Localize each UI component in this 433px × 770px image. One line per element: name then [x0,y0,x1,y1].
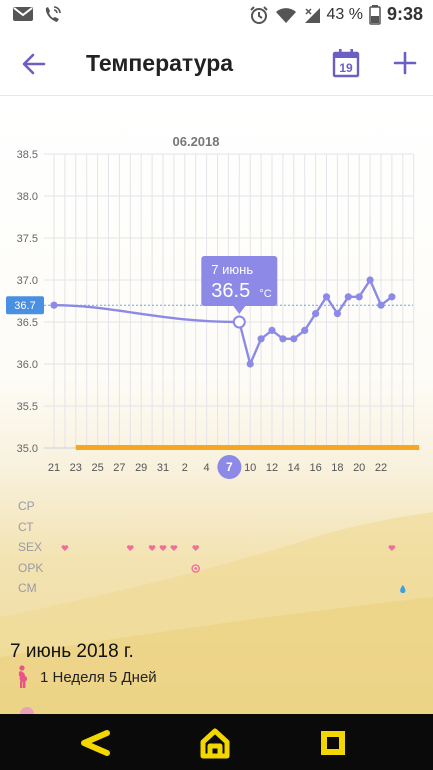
partial-row-icon [20,707,34,714]
content-area: 06.2018 35.0 35.5 36.0 36.5 37.0 37.5 38.0 38.5… [0,97,433,714]
data-point [50,301,58,309]
nav-recents-button[interactable] [316,726,350,760]
heart-icon [170,545,178,551]
x-tick-label: 21 [48,462,60,474]
battery-icon [369,4,381,25]
chart-title: 06.2018 [173,134,220,149]
y-tick-label: 36.5 [17,317,38,329]
data-point [279,335,287,343]
page-title: Температура [86,50,234,76]
x-tick-label-selected: 7 [226,460,233,474]
heart-icon [126,545,134,551]
coverline-label: 36.7 [14,300,35,312]
selected-day-marker [217,455,242,479]
gmail-icon [13,7,33,21]
y-tick-label: 35.0 [17,443,38,455]
y-tick-label: 35.5 [17,401,38,413]
data-point [312,310,320,318]
selected-date-title: 7 июнь 2018 г. [10,641,134,662]
x-tick-label: 29 [135,462,147,474]
tooltip-date: 7 июнь [211,262,253,277]
x-tick-label: 31 [157,462,169,474]
calendar-day: 19 [339,61,353,75]
data-point [257,335,265,343]
x-tick-label: 16 [309,462,321,474]
pregnancy-week-text: 1 Неделя 5 Дней [40,668,157,686]
wifi-call-icon [45,6,61,22]
x-tick-label: 22 [375,462,387,474]
heart-icon [159,545,167,551]
nav-home-button[interactable] [198,726,232,760]
opk-positive-dot [194,567,198,570]
add-button[interactable] [391,48,419,78]
opk-positive-icon [191,564,200,573]
y-tick-label: 36.0 [17,359,38,371]
signal-icon [304,7,320,23]
data-point [268,326,276,334]
x-tick-label: 10 [244,462,256,474]
tooltip-value: 36.5 [211,280,250,302]
x-tick-label: 20 [353,462,365,474]
pregnant-woman-icon [18,665,28,688]
data-point [377,301,385,309]
data-point [301,326,309,334]
x-tick-label: 12 [266,462,278,474]
cervical-mucus-drop-icon [400,585,406,593]
period-bar [75,445,420,450]
battery-percent: 43 % [326,5,363,23]
selected-data-point [232,315,246,329]
nav-back-button[interactable] [78,726,112,760]
y-tick-label: 37.5 [17,233,38,245]
data-point [333,310,341,318]
data-point [355,293,363,301]
y-tick-label: 37.0 [17,275,38,287]
data-point [246,360,254,368]
indicator-label-opk: OPK [18,560,44,575]
x-tick-label: 18 [331,462,343,474]
heart-icon [192,545,200,551]
pregnancy-week-row: 1 Неделя 5 Дней [16,665,157,689]
alarm-icon [249,5,268,24]
navigation-bar [0,714,433,770]
data-point [388,293,396,301]
app-bar: Температура 19 [0,32,433,96]
data-point [322,293,331,301]
y-tick-label: 38.0 [17,191,38,203]
x-tick-label: 23 [70,462,82,474]
data-point [344,293,352,301]
temperature-chart[interactable]: 06.2018 35.0 35.5 36.0 36.5 37.0 37.5 38.0 38.5… [0,97,433,497]
coverline-label-box [6,296,44,315]
heart-icon [61,545,69,551]
indicator-label-ср: СР [18,499,35,513]
wifi-icon [275,7,296,23]
heart-icon [388,545,396,551]
heart-icon [148,545,156,551]
tooltip-arrow [233,306,246,314]
x-tick-label: 25 [91,462,103,474]
back-button[interactable] [18,48,50,80]
recents-square-icon [321,731,345,755]
status-bar: 43 % 9:38 [0,0,433,32]
home-icon [200,728,230,759]
x-tick-label: 2 [182,462,188,474]
tooltip-unit: °C [259,288,271,300]
x-tick-label: 4 [204,462,210,474]
tooltip-box [201,256,278,306]
data-point [366,276,374,284]
calendar-button[interactable]: 19 [332,48,360,78]
calendar-icon: 19 [332,49,360,78]
x-tick-label: 14 [288,462,300,474]
indicator-label-cm: CM [18,581,37,595]
x-tick-label: 27 [113,462,125,474]
back-triangle-icon [81,730,110,756]
data-point [290,335,298,343]
indicator-label-sex: SEX [18,540,43,554]
field-background [0,512,433,714]
indicator-label-ст: СТ [18,519,34,534]
clock: 9:38 [386,4,423,24]
plus-icon [393,51,417,75]
arrow-left-icon [22,53,46,75]
y-tick-label: 38.5 [17,149,38,161]
indicator-marks [61,545,406,593]
